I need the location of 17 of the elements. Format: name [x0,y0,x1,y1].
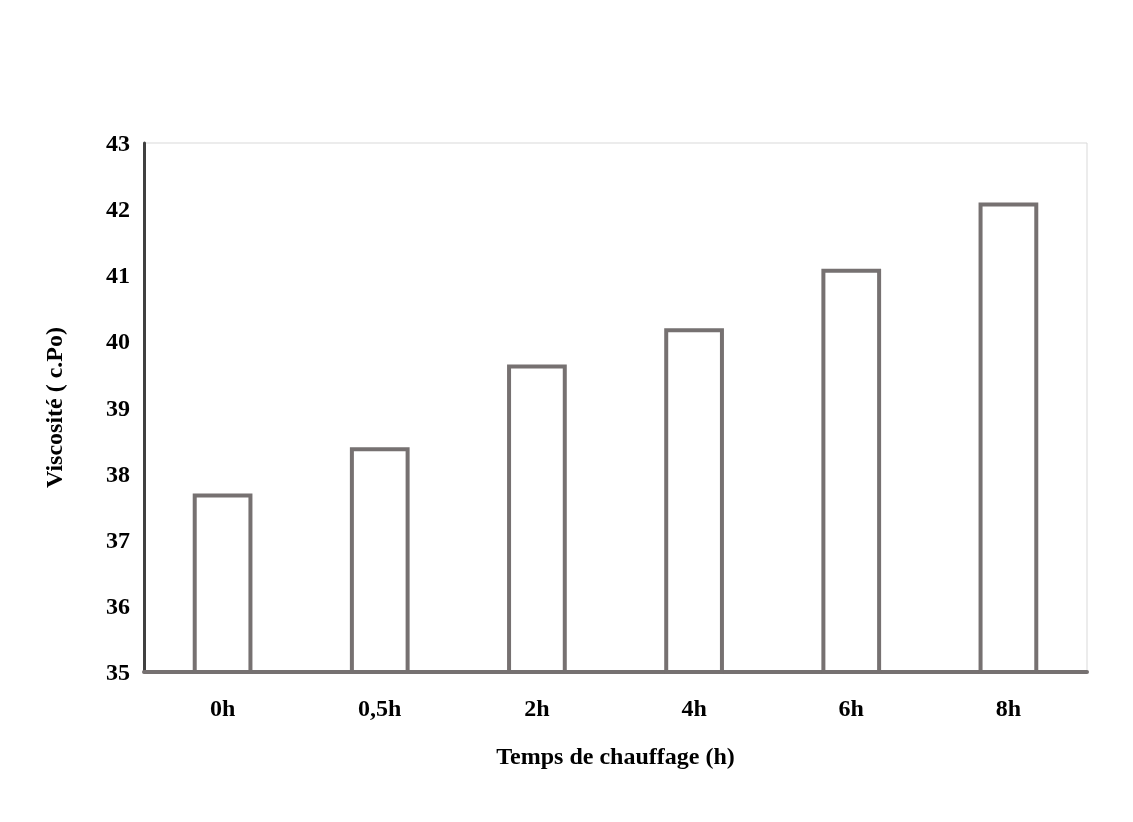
y-tick-label: 38 [106,460,130,487]
x-tick-label: 8h [995,695,1022,721]
y-tick-label: 43 [106,130,130,156]
x-tick-label: 4h [681,695,707,721]
x-tick-label: 0h [209,695,236,721]
y-tick-label: 40 [106,328,130,355]
y-tick-label: 42 [106,196,130,223]
x-axis-title: Temps de chauffage (h) [496,743,735,769]
y-tick-label: 36 [106,592,130,619]
x-tick-label: 6h [838,695,864,721]
y-tick-label: 35 [106,659,130,685]
y-tick-label: 41 [106,262,130,289]
x-tick-label: 0,5h [358,695,402,721]
y-axis-title: Viscosité ( c.Po) [41,326,67,489]
x-tick-label: 2h [524,695,550,721]
y-tick-label: 37 [106,526,130,553]
y-tick-label: 39 [106,394,130,421]
